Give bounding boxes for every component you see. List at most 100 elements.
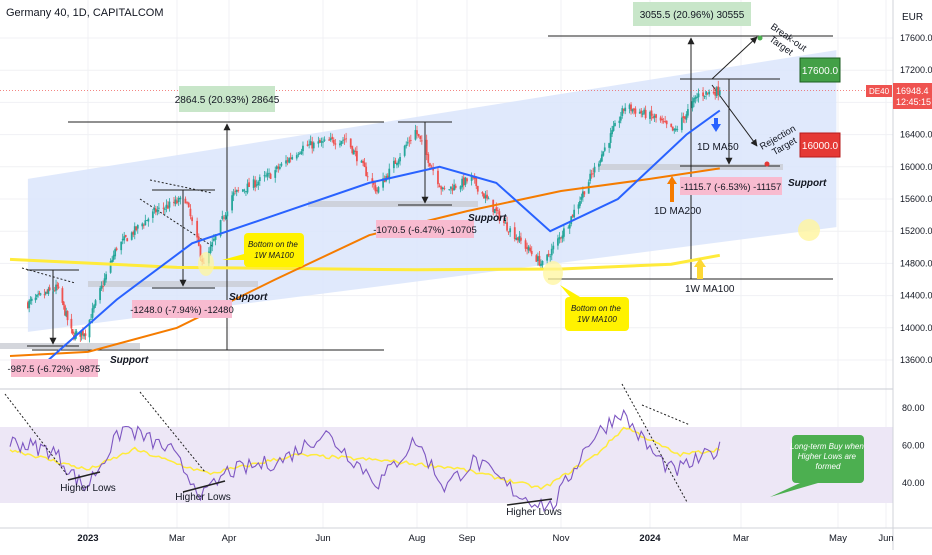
candle-body: [329, 138, 332, 141]
ma200-1d-line[interactable]: [9, 167, 720, 357]
candle-body: [189, 208, 192, 217]
support-aug-label: Support: [468, 213, 507, 224]
x-tick-label: Mar: [733, 533, 749, 544]
candle-body: [694, 97, 697, 99]
candle-body: [35, 295, 38, 297]
candle-body: [221, 216, 224, 219]
candle-body: [451, 187, 454, 191]
candle-body: [718, 90, 721, 95]
candle-body: [693, 98, 695, 103]
candle-body: [255, 184, 258, 186]
candle-body: [179, 197, 182, 200]
candle-body: [362, 160, 364, 164]
rsi-band: [0, 427, 893, 503]
candle-body: [552, 245, 555, 250]
candle-body: [372, 181, 375, 185]
candle-body: [308, 144, 311, 146]
candle-body: [66, 311, 69, 321]
candle-body: [38, 292, 41, 294]
candle-body: [406, 142, 409, 144]
candle-body: [176, 200, 178, 204]
candle-body: [665, 120, 668, 125]
higher-lows-label-1: Higher Lows: [60, 483, 116, 494]
rsi-line: [9, 408, 721, 513]
candle-body: [173, 201, 175, 204]
candle-body: [503, 220, 505, 224]
candle-body: [571, 214, 574, 217]
candle-body: [655, 114, 657, 118]
candle-body: [295, 155, 298, 159]
candle-body: [328, 139, 331, 141]
candle-body: [599, 160, 602, 163]
candle-body: [592, 173, 594, 175]
candle-body: [399, 156, 401, 162]
candle-body: [579, 201, 581, 206]
candle-body: [611, 130, 613, 135]
candle-body: [53, 290, 56, 292]
candle-body: [484, 195, 487, 199]
candle-body: [530, 250, 533, 255]
candle-body: [430, 166, 433, 168]
candle-body: [141, 223, 144, 227]
symbol-tag: [866, 85, 892, 97]
ma50-label: 1D MA50: [697, 142, 739, 153]
candle-body: [498, 211, 501, 221]
candle-body: [334, 143, 337, 145]
candle-body: [438, 185, 441, 188]
candle-body: [298, 152, 301, 154]
candle-body: [550, 248, 553, 256]
candle-body: [105, 274, 108, 280]
bottom-mar-text: Bottom on the 1W MA100: [248, 240, 300, 260]
candle-body: [232, 192, 235, 196]
bottom-oct-pointer: [560, 285, 580, 297]
candle-body: [644, 109, 647, 118]
candle-body: [214, 234, 217, 240]
drop-mar-box: [132, 300, 232, 318]
candle-body: [462, 177, 465, 186]
ma50-arrow-icon: [711, 118, 721, 132]
y-tick-label: 13600.0: [900, 355, 932, 365]
candle-body: [191, 217, 193, 222]
candle-body: [312, 142, 315, 149]
ma200-label: 1D MA200: [654, 206, 702, 217]
candle-body: [144, 220, 147, 226]
bottom-mar-pointer: [222, 254, 244, 260]
candle-body: [157, 207, 160, 209]
candle-body: [109, 260, 112, 273]
candle-body: [226, 211, 229, 217]
drop-dec-label: -987.5 (-6.72%) -9875: [8, 364, 101, 375]
x-axis-labels[interactable]: 2023 Mar Apr Jun Aug Sep Nov 2024 Mar May Jun: [77, 533, 893, 544]
candle-body: [167, 205, 169, 209]
candle-body: [254, 180, 257, 188]
ma100-1w-line[interactable]: [9, 253, 721, 272]
candle-body: [302, 145, 304, 152]
candle-body: [79, 331, 82, 337]
candle-body: [419, 135, 422, 139]
bottom-highlight-oct: [543, 261, 563, 285]
range-mid-box: [179, 86, 275, 112]
candle-body: [30, 298, 33, 301]
candle-body: [440, 186, 443, 190]
candle-body: [470, 176, 473, 181]
buy-callout: [792, 435, 864, 483]
candle-body: [449, 186, 452, 189]
candle-body: [448, 189, 451, 191]
ma50-1d-line[interactable]: [47, 109, 721, 361]
candle-body: [168, 201, 171, 208]
candle-body: [46, 291, 48, 293]
candle-body: [602, 151, 605, 156]
candle-body: [241, 189, 244, 192]
candle-body: [560, 237, 562, 239]
target-highlight: [798, 219, 820, 241]
candle-body: [48, 287, 51, 291]
candle-body: [708, 91, 711, 95]
bottom-highlight-mar: [198, 252, 214, 276]
rsi-axis-labels[interactable]: 40.00 60.00 80.00: [902, 403, 925, 488]
y-tick-label: 15600.0: [900, 194, 932, 204]
y-axis-labels[interactable]: 13600.0 14000.0 14400.0 14800.0 15200.0 15600…: [900, 33, 932, 365]
candle-body: [603, 147, 606, 151]
candle-body: [377, 187, 380, 193]
rsi-trendlines: [4, 383, 691, 506]
candle-body: [703, 96, 706, 97]
